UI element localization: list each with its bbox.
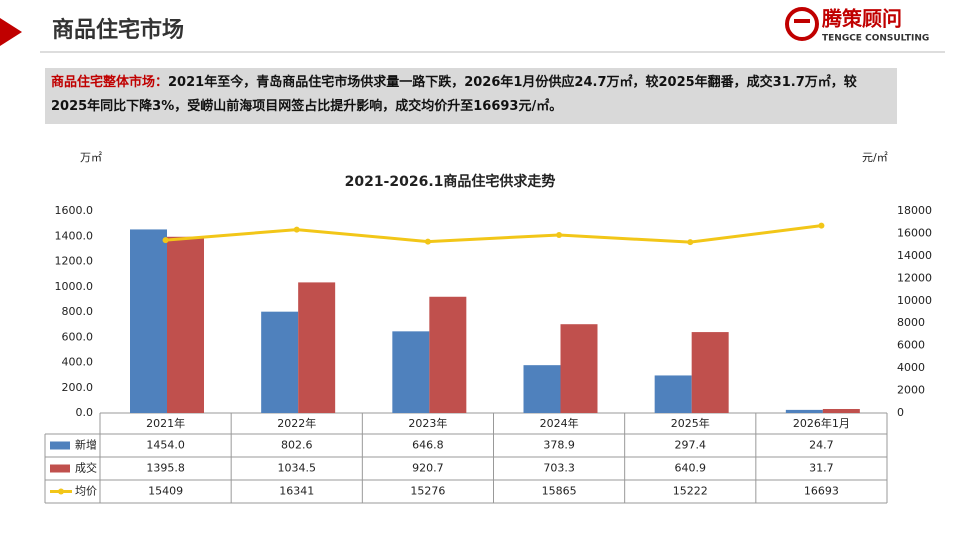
y2-tick-label: 2000 <box>897 384 925 397</box>
y2-tick-label: 8000 <box>897 316 925 329</box>
y-tick-label: 1600.0 <box>55 204 94 217</box>
bar <box>392 331 430 413</box>
y-tick-label: 200.0 <box>62 381 94 394</box>
bar <box>261 311 299 413</box>
y2-tick-label: 6000 <box>897 339 925 352</box>
summary: 商品住宅整体市场：2021年至今，青岛商品住宅市场供求量一路下跌，2026年1月… <box>45 68 897 124</box>
bar <box>523 365 561 413</box>
point <box>424 238 431 245</box>
table-value: 1395.8 <box>146 462 185 475</box>
y-tick-label: 1200.0 <box>55 255 94 268</box>
summary-label: 商品住宅整体市场： <box>51 75 169 90</box>
table-value: 24.7 <box>809 439 834 452</box>
y-tick-label: 0.0 <box>76 406 94 419</box>
y2-tick-label: 4000 <box>897 361 925 374</box>
table-value: 15222 <box>673 485 708 498</box>
table-value: 297.4 <box>675 439 707 452</box>
y-tick-label: 1400.0 <box>55 229 94 242</box>
chart-title: 2021-2026.1商品住宅供求走势 <box>345 173 556 190</box>
point <box>293 226 300 233</box>
legend-label: 新增 <box>75 438 97 452</box>
y-tick-label: 400.0 <box>62 356 94 369</box>
y-tick-label: 1000.0 <box>55 280 94 293</box>
table-value: 802.6 <box>281 439 313 452</box>
point <box>162 237 169 244</box>
legend-swatch <box>58 488 64 495</box>
y2-tick-label: 0 <box>897 406 904 419</box>
table-value: 1454.0 <box>146 439 185 452</box>
legend-label: 均价 <box>75 485 97 498</box>
point <box>687 239 694 246</box>
bar <box>429 296 467 413</box>
table-value: 15865 <box>542 485 577 498</box>
table-value: 1034.5 <box>278 462 317 475</box>
bar <box>167 236 204 413</box>
logo-name: 腾策顾问 <box>822 7 902 31</box>
table-value: 16341 <box>279 485 314 498</box>
legend-label: 成交 <box>75 461 97 475</box>
table-value: 646.8 <box>412 439 444 452</box>
logo-icon <box>794 19 810 23</box>
header-title: 商品住宅市场 <box>52 17 184 43</box>
y2-tick-label: 14000 <box>897 249 932 262</box>
table-value: 920.7 <box>412 462 444 475</box>
x-tick-label: 2021年 <box>146 416 185 430</box>
bar <box>691 332 729 413</box>
x-tick-label: 2026年1月 <box>793 416 850 430</box>
bar <box>822 408 860 413</box>
legend-swatch <box>50 441 70 450</box>
header-mark <box>0 18 22 46</box>
y-unit: 万㎡ <box>80 151 102 164</box>
line <box>165 224 822 244</box>
bar <box>560 324 598 413</box>
y2-tick-label: 18000 <box>897 204 932 217</box>
table-value: 378.9 <box>543 439 575 452</box>
logo-sub: TENGCE CONSULTING <box>822 34 929 44</box>
bar <box>298 282 336 413</box>
table-value: 16693 <box>804 485 839 498</box>
y-tick-label: 800.0 <box>62 305 94 318</box>
bar <box>130 229 167 413</box>
point <box>818 222 825 229</box>
table-value: 703.3 <box>543 462 575 475</box>
legend-swatch <box>50 464 70 473</box>
x-tick-label: 2022年 <box>277 416 316 430</box>
summary-text: 2021年至今，青岛商品住宅市场供求量一路下跌，2026年1月份供应24.7万㎡… <box>51 75 857 114</box>
table-value: 640.9 <box>675 462 707 475</box>
x-tick-label: 2023年 <box>408 416 447 430</box>
point <box>556 231 563 238</box>
bar <box>785 409 823 413</box>
y2-unit: 元/㎡ <box>862 151 888 164</box>
bar <box>654 375 692 413</box>
y2-tick-label: 10000 <box>897 294 932 307</box>
table-value: 15409 <box>148 485 183 498</box>
y-tick-label: 600.0 <box>62 330 94 343</box>
x-tick-label: 2025年 <box>671 416 710 430</box>
table-value: 15276 <box>410 485 445 498</box>
logo-icon <box>785 7 819 41</box>
x-tick-label: 2024年 <box>540 416 579 430</box>
y2-tick-label: 12000 <box>897 271 932 284</box>
y2-tick-label: 16000 <box>897 226 932 239</box>
table-value: 31.7 <box>809 462 834 475</box>
